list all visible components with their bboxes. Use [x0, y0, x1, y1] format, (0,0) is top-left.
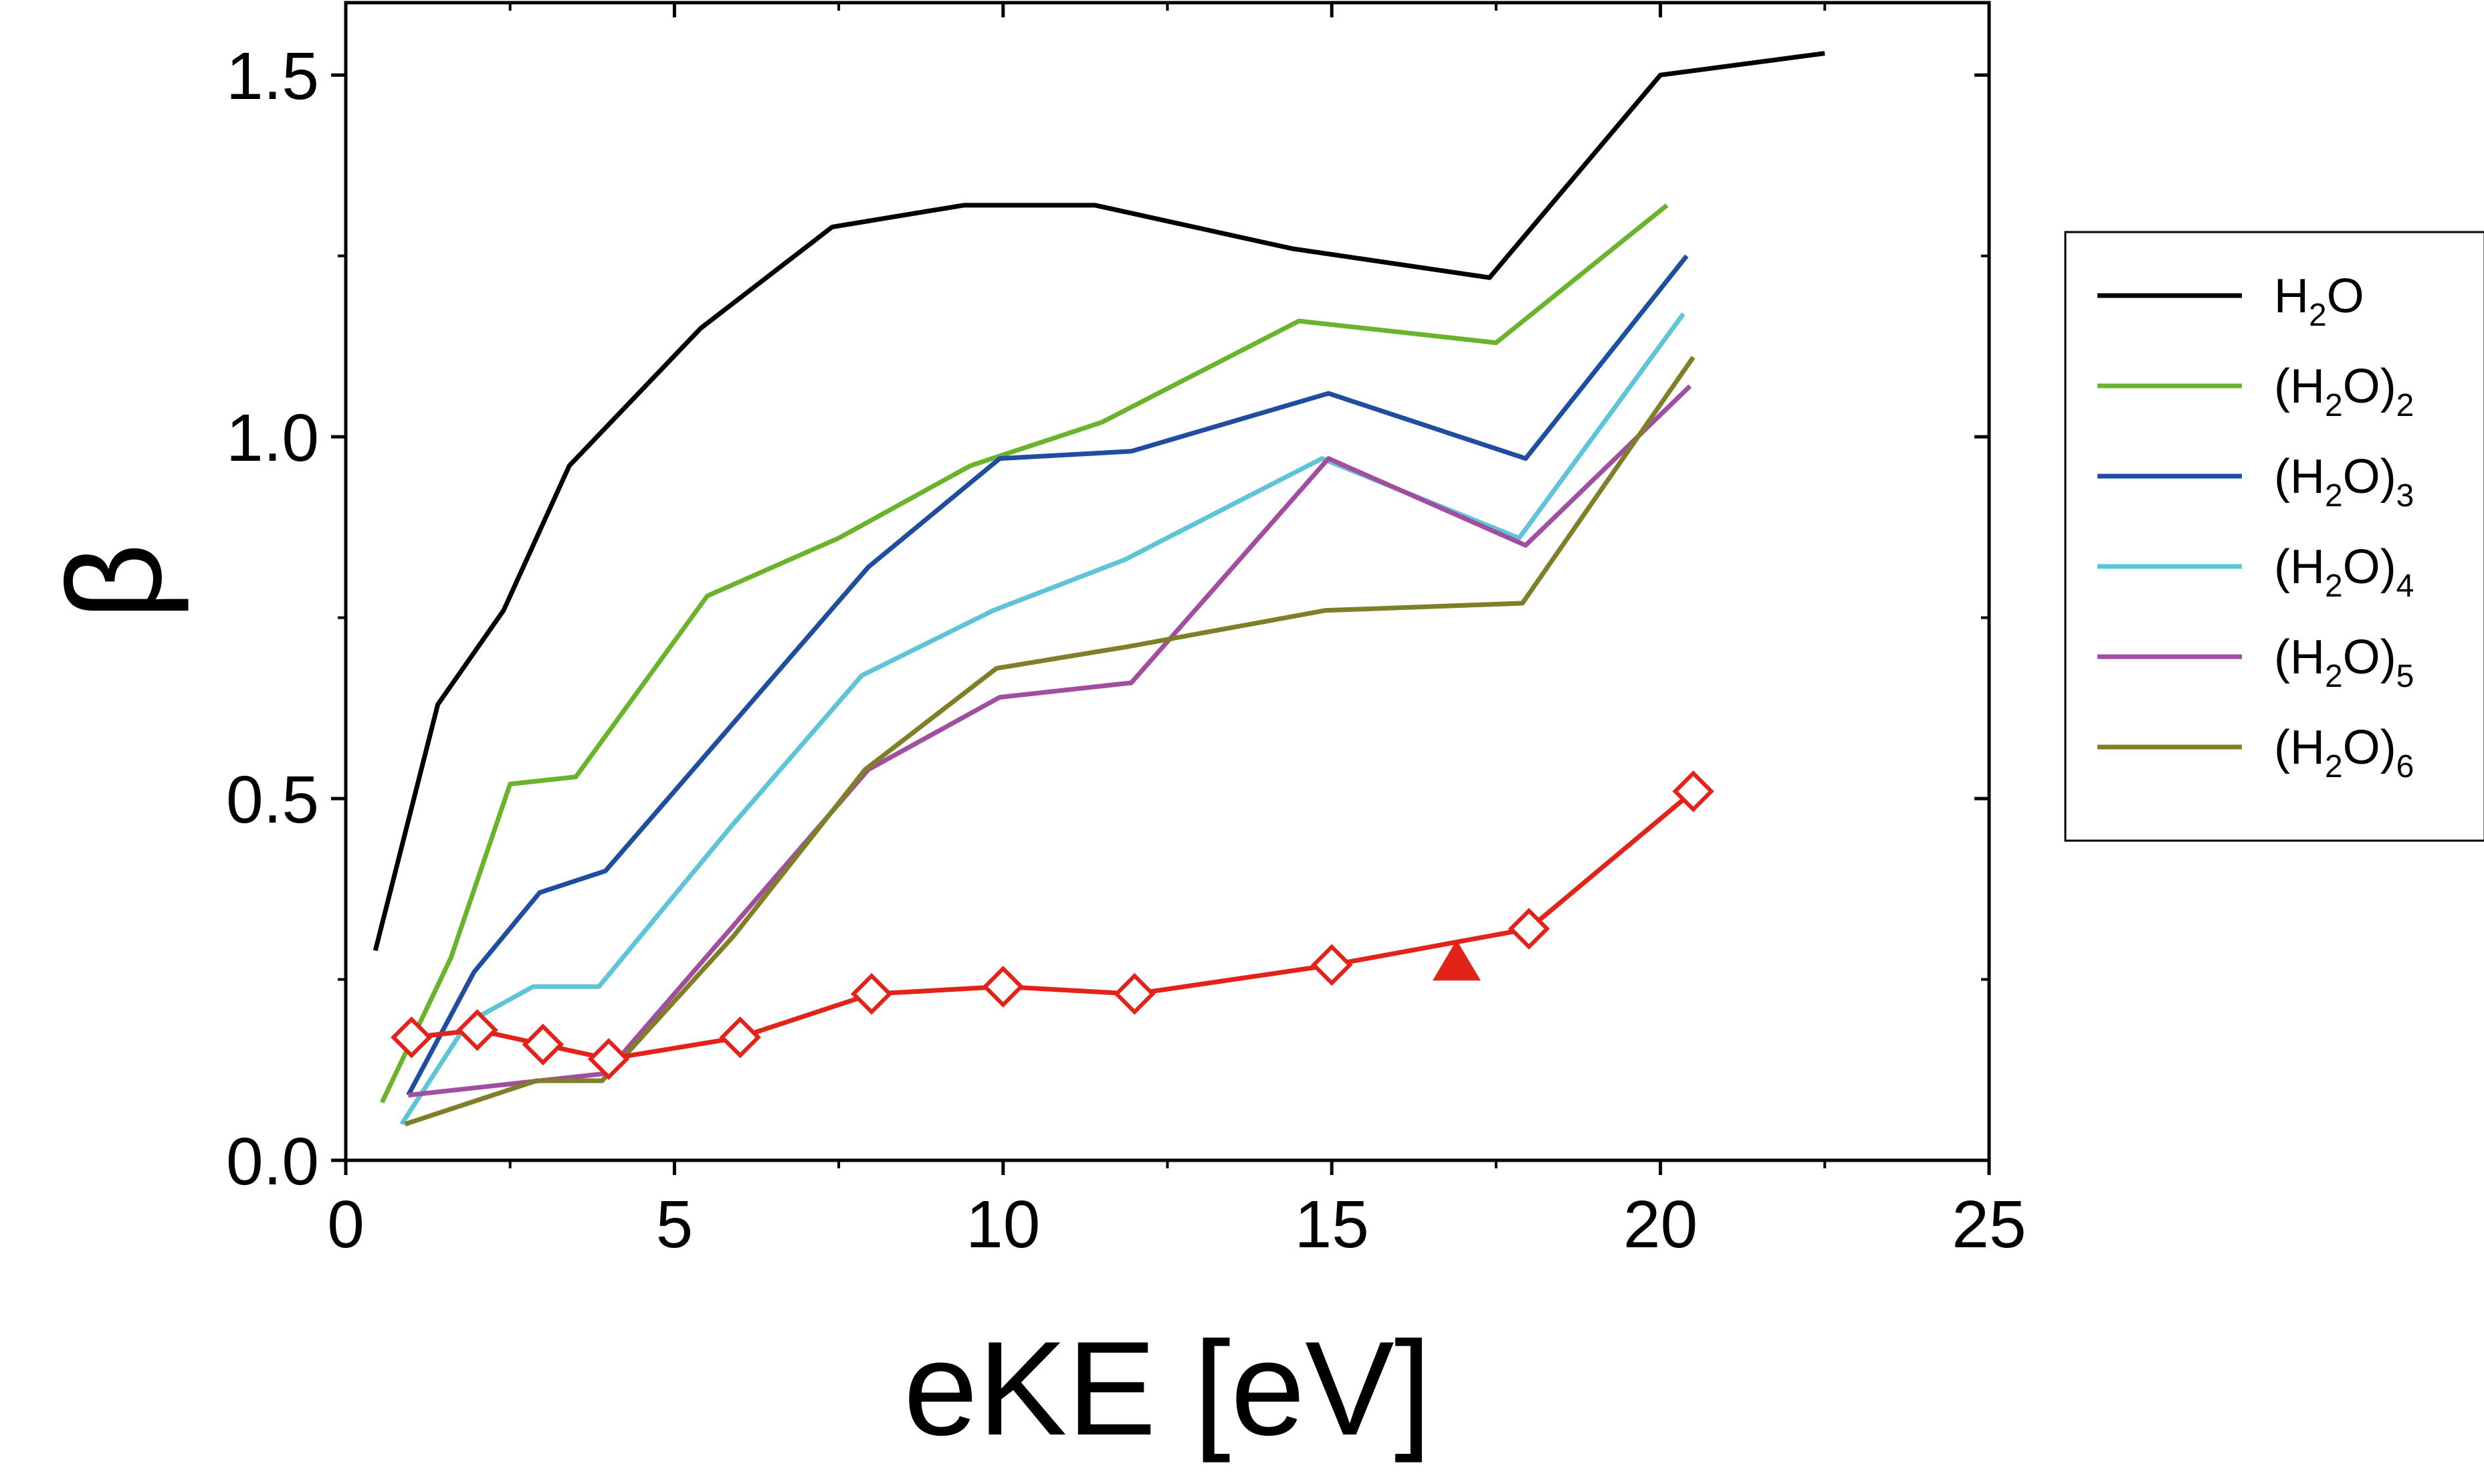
triangle-marker	[1432, 940, 1481, 981]
x-tick-label: 15	[1295, 1187, 1369, 1262]
legend-label-subscript: 5	[2396, 659, 2414, 694]
legend-label: (H2O)3	[2274, 450, 2414, 514]
x-axis: 0 5 10 15 20 25	[327, 3, 2027, 1262]
legend-label: (H2O)6	[2274, 721, 2414, 784]
legend-label-subscript: 2	[2325, 478, 2343, 514]
legend-label-subscript: 4	[2396, 568, 2414, 604]
series-line-1	[379, 203, 1669, 1104]
legend-label-part: (H	[2274, 360, 2325, 413]
legend-label-subscript: 2	[2325, 659, 2343, 694]
legend-label-part: O)	[2343, 450, 2396, 504]
data-point-diamond	[850, 972, 893, 1015]
series-line-3	[399, 312, 1685, 1126]
legend-label-subscript: 3	[2396, 478, 2414, 514]
data-point-diamond	[1672, 770, 1714, 813]
annotation-layer	[1432, 940, 1481, 981]
series-line-2	[406, 254, 1689, 1097]
legend-label-subscript: 2	[2325, 749, 2343, 784]
legend-label-part: O)	[2343, 631, 2396, 684]
series-layer	[373, 51, 1825, 1127]
x-tick-label: 25	[1952, 1187, 2026, 1262]
x-tick-label: 0	[327, 1187, 365, 1262]
legend-label-part: (H	[2274, 450, 2325, 504]
x-tick-label: 10	[966, 1187, 1040, 1262]
x-tick-label: 5	[656, 1187, 694, 1262]
series-line-6	[411, 789, 1695, 1061]
data-point-diamond	[587, 1038, 630, 1080]
legend-label-subscript: 2	[2309, 298, 2327, 333]
legend: H2O(H2O)2(H2O)3(H2O)4(H2O)5(H2O)6	[2064, 231, 2484, 842]
x-tick-label: 20	[1623, 1187, 1697, 1262]
y-tick-label: 1.0	[226, 401, 319, 475]
legend-label: (H2O)2	[2274, 360, 2414, 423]
legend-label-subscript: 2	[2325, 568, 2343, 604]
data-point-diamond	[1508, 908, 1550, 950]
legend-label-part: O)	[2343, 540, 2396, 594]
x-axis-title: eKE [eV]	[904, 1314, 1431, 1463]
data-point-diamond	[522, 1023, 564, 1066]
legend-label-part: (H	[2274, 631, 2325, 684]
legend-label-part: (H	[2274, 540, 2325, 594]
legend-label-subscript: 2	[2325, 388, 2343, 423]
data-point-diamond	[982, 966, 1025, 1008]
data-point-diamond	[456, 1009, 498, 1051]
legend-label: (H2O)4	[2274, 540, 2414, 604]
series-line-5	[404, 356, 1695, 1127]
y-axis-title: β	[40, 543, 189, 620]
legend-box	[2064, 231, 2484, 842]
y-tick-label: 1.5	[226, 39, 319, 114]
y-tick-label: 0.0	[226, 1124, 319, 1199]
data-point-diamond	[719, 1016, 761, 1059]
data-point-diamond	[391, 1016, 433, 1059]
legend-label: H2O	[2274, 270, 2364, 333]
legend-label-part: H	[2274, 270, 2309, 323]
legend-label-part: O)	[2343, 721, 2396, 774]
legend-label-part: (H	[2274, 721, 2325, 774]
legend-label-part: O)	[2343, 360, 2396, 413]
series-line-0	[373, 51, 1825, 952]
legend-label-part: O	[2327, 270, 2364, 323]
data-point-diamond	[1114, 972, 1156, 1015]
data-point-diamond	[1310, 944, 1353, 986]
legend-label-subscript: 6	[2396, 749, 2414, 784]
legend-label-subscript: 2	[2396, 388, 2414, 423]
y-axis: 0.0 0.5 1.0 1.5	[226, 39, 1989, 1199]
y-tick-label: 0.5	[226, 762, 319, 837]
legend-label: (H2O)5	[2274, 631, 2414, 694]
